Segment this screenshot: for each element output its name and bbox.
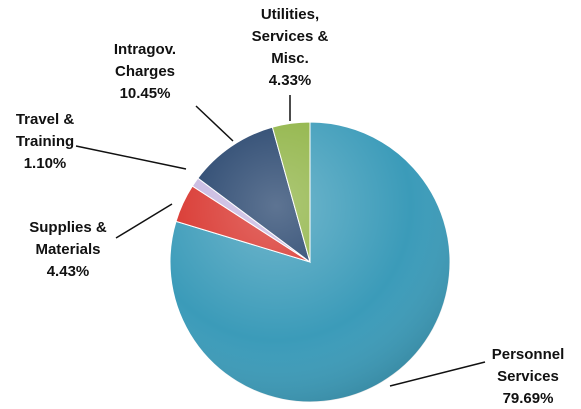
category-label: Intragov. Charges	[114, 41, 176, 80]
leader-line	[195, 105, 234, 142]
leader-line	[115, 203, 173, 239]
leader-line	[389, 361, 486, 387]
category-label: Personnel Services	[492, 346, 565, 385]
category-label: Utilities, Services & Misc.	[252, 6, 329, 67]
category-label: Travel & Training	[16, 111, 75, 150]
category-label: Supplies & Materials	[29, 219, 107, 258]
value-label: 4.33%	[269, 72, 312, 89]
value-label: 1.10%	[24, 155, 67, 172]
value-label: 4.43%	[47, 263, 90, 280]
leader-line	[75, 145, 187, 170]
value-label: 10.45%	[120, 85, 171, 102]
value-label: 79.69%	[503, 390, 554, 407]
